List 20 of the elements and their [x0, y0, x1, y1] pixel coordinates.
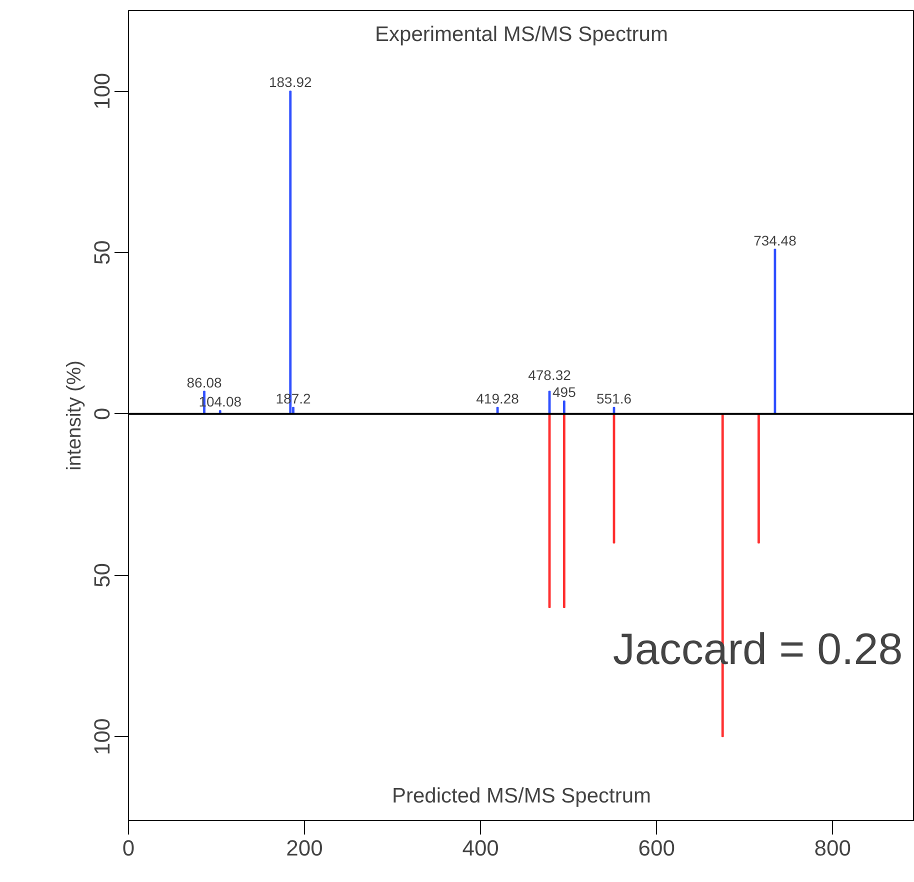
y-tick-label: 100: [90, 718, 114, 755]
annotation: Experimental MS/MS Spectrum: [375, 23, 668, 46]
annotation: 419.28: [476, 390, 520, 406]
annotation: 734.48: [754, 232, 797, 248]
annotation: 551.6: [596, 390, 632, 406]
annotation: 86.08: [186, 374, 222, 390]
y-axis-title: intensity (%): [64, 360, 86, 471]
x-tick-label: 800: [814, 836, 852, 860]
annotation: 183.92: [268, 74, 312, 90]
x-tick-label: 400: [462, 836, 499, 860]
y-tick-label: 100: [90, 72, 114, 110]
annotation: 495: [552, 384, 576, 400]
x-tick-label: 600: [638, 836, 675, 860]
annotation: 478.32: [528, 366, 572, 383]
x-tick-label: 0: [122, 836, 135, 860]
annotation: Predicted MS/MS Spectrum: [392, 784, 652, 808]
y-tick-label: 50: [90, 240, 114, 265]
x-tick-label: 200: [286, 836, 323, 860]
y-tick-label: 0: [90, 408, 114, 420]
y-tick-label: 50: [90, 562, 114, 588]
